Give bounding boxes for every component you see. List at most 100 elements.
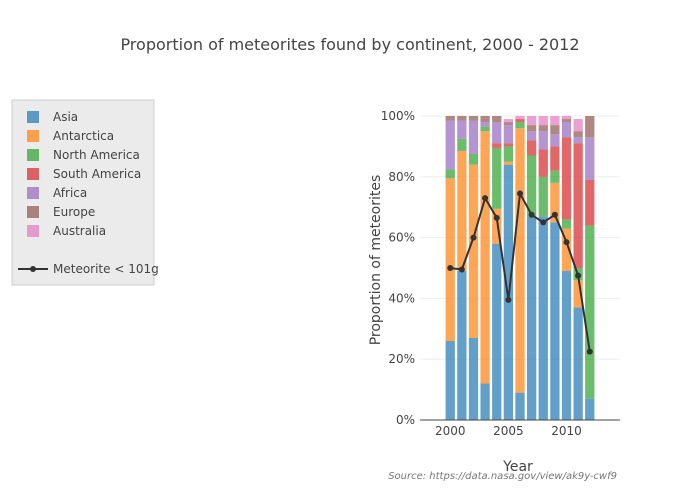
bar-africa-2001 xyxy=(457,120,467,139)
bar-asia-2012 xyxy=(585,398,595,420)
legend-swatch-south-america xyxy=(27,168,39,180)
line-point-2012 xyxy=(586,348,593,355)
legend: Asia Antarctica North America South America… xyxy=(11,99,159,286)
line-point-2002 xyxy=(470,234,477,241)
line-point-2004 xyxy=(493,214,500,221)
bar-europe-2000 xyxy=(445,116,455,121)
legend-label: Africa xyxy=(53,186,87,200)
axes: 0% 20% 40% 60% 80% 100% 2000 2005 2010 xyxy=(381,109,620,438)
chart-title: Proportion of meteorites found by contin… xyxy=(120,35,579,54)
bar-south-america-2004 xyxy=(492,143,502,148)
bar-south-america-2012 xyxy=(585,179,595,226)
bar-australia-2005 xyxy=(503,119,514,123)
bar-europe-2011 xyxy=(573,131,583,138)
y-tick-label: 20% xyxy=(388,352,415,366)
bar-africa-2004 xyxy=(492,122,502,144)
bar-asia-2002 xyxy=(468,337,479,420)
bar-europe-2010 xyxy=(561,119,572,123)
bar-antarctica-2001 xyxy=(457,150,467,272)
legend-label: South America xyxy=(53,167,141,181)
bar-africa-2009 xyxy=(550,134,560,147)
y-tick-label: 100% xyxy=(381,109,415,123)
bars xyxy=(445,116,595,420)
bar-north-america-2010 xyxy=(561,219,572,229)
legend-label: Antarctica xyxy=(53,129,114,143)
bar-europe-2002 xyxy=(468,116,479,121)
bar-asia-2008 xyxy=(538,216,548,420)
bar-australia-2006 xyxy=(515,116,525,120)
line-point-2008 xyxy=(540,219,547,226)
bar-south-america-2006 xyxy=(515,119,525,123)
bar-australia-2009 xyxy=(550,116,560,126)
bar-europe-2009 xyxy=(550,125,560,135)
bar-north-america-2002 xyxy=(468,154,479,165)
line-point-2005 xyxy=(505,296,512,303)
bar-asia-2004 xyxy=(492,243,502,420)
bar-africa-2012 xyxy=(585,137,595,180)
legend-label: Australia xyxy=(53,224,106,238)
bar-australia-2008 xyxy=(538,116,548,126)
legend-label: Meteorite < 101g xyxy=(53,262,159,276)
bar-australia-2010 xyxy=(561,116,572,120)
bar-europe-2001 xyxy=(457,116,467,121)
bar-north-america-2006 xyxy=(515,122,525,129)
bar-north-america-2000 xyxy=(445,169,455,179)
line-point-2009 xyxy=(551,211,558,218)
bar-asia-2011 xyxy=(573,307,583,420)
y-tick-label: 60% xyxy=(388,231,415,245)
bar-north-america-2009 xyxy=(550,170,560,183)
legend-swatch-europe xyxy=(27,206,39,218)
bar-africa-2005 xyxy=(503,125,514,144)
line-point-2003 xyxy=(482,195,489,202)
bar-europe-2007 xyxy=(526,125,537,132)
x-tick-label: 2005 xyxy=(493,424,524,438)
y-tick-label: 40% xyxy=(388,291,415,305)
bar-africa-2008 xyxy=(538,131,548,150)
bar-africa-2002 xyxy=(468,120,479,154)
line-point-2011 xyxy=(575,272,582,279)
legend-swatch-asia xyxy=(27,111,39,123)
bar-antarctica-2006 xyxy=(515,128,525,393)
line-series xyxy=(447,190,593,355)
source-note: Source: https://data.nasa.gov/view/ak9y-… xyxy=(388,471,617,482)
bar-africa-2000 xyxy=(445,120,455,170)
bar-europe-2008 xyxy=(538,125,548,132)
bar-north-america-2004 xyxy=(492,147,502,209)
legend-swatch-australia xyxy=(27,225,39,237)
bar-antarctica-2005 xyxy=(503,161,514,165)
line-point-2010 xyxy=(563,239,570,246)
bar-antarctica-2004 xyxy=(492,208,502,244)
bar-antarctica-2011 xyxy=(573,280,583,308)
legend-label: North America xyxy=(53,148,140,162)
bar-asia-2000 xyxy=(445,340,455,420)
x-tick-label: 2000 xyxy=(435,424,466,438)
line-point-2000 xyxy=(447,265,454,271)
bar-antarctica-2002 xyxy=(468,164,479,338)
legend-swatch-antarctica xyxy=(27,130,39,142)
line-point-2007 xyxy=(528,211,535,218)
line-point-2001 xyxy=(458,266,465,273)
bar-asia-2007 xyxy=(526,216,537,420)
y-tick-label: 80% xyxy=(388,170,415,184)
legend-swatch-africa xyxy=(27,187,39,199)
legend-label: Europe xyxy=(53,205,95,219)
bar-asia-2001 xyxy=(457,271,467,420)
x-axis-title: Year xyxy=(502,459,533,475)
bar-africa-2011 xyxy=(573,137,583,144)
legend-line-marker xyxy=(30,266,36,272)
bar-antarctica-2010 xyxy=(561,228,572,272)
bar-europe-2004 xyxy=(492,116,502,123)
line-point-2006 xyxy=(517,190,523,197)
bar-south-america-2008 xyxy=(538,149,548,177)
bar-antarctica-2000 xyxy=(445,178,455,341)
x-tick-label: 2010 xyxy=(551,424,582,438)
bar-asia-2010 xyxy=(561,271,572,420)
bar-south-america-2011 xyxy=(573,143,583,268)
bar-north-america-2003 xyxy=(480,126,490,132)
bar-south-america-2009 xyxy=(550,146,560,171)
bar-antarctica-2009 xyxy=(550,182,560,223)
bar-north-america-2005 xyxy=(503,146,514,162)
bar-asia-2009 xyxy=(550,222,560,420)
bar-south-america-2005 xyxy=(503,143,514,147)
